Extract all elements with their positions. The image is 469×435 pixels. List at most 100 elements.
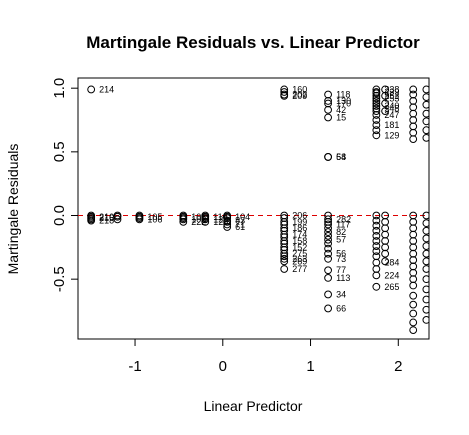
residual-point (409, 122, 418, 131)
point-id-label: 186 (292, 223, 307, 233)
residual-point (324, 304, 332, 313)
point-id-label: 130 (336, 96, 351, 106)
residual-point (372, 216, 381, 225)
residual-point (324, 273, 332, 282)
plot-frame (77, 77, 430, 340)
residual-point (381, 237, 390, 245)
residual-point (280, 91, 289, 100)
residual-point (409, 217, 418, 226)
residual-point (201, 217, 210, 226)
residual-point (381, 230, 390, 239)
residual-point (409, 116, 418, 124)
point-id-label: 118 (336, 90, 350, 100)
residual-point (409, 256, 418, 264)
residual-point (381, 217, 390, 226)
residual-point (422, 316, 429, 324)
residual-point (324, 266, 332, 275)
residual-point (223, 220, 232, 229)
residual-point (409, 109, 418, 118)
residual-point (381, 243, 390, 252)
y-tick-label: 0.5 (51, 141, 68, 162)
point-id-label: 199 (292, 217, 307, 227)
residual-point (372, 131, 381, 140)
residual-point (422, 265, 429, 273)
residual-point (324, 220, 332, 229)
residual-point (409, 249, 418, 258)
point-id-label: 57 (336, 235, 346, 245)
residual-point (372, 97, 381, 105)
residual-point (409, 237, 418, 245)
point-id-label: 181 (384, 120, 399, 130)
point-id-label: 248 (384, 104, 399, 114)
residual-point (280, 254, 289, 263)
residual-point (381, 249, 390, 258)
residual-point (324, 153, 332, 161)
point-id-label: 214 (99, 84, 114, 94)
residual-point (381, 257, 390, 266)
x-axis-label: Linear Predictor (204, 398, 303, 414)
residual-point (422, 85, 429, 94)
residual-point (381, 91, 390, 100)
point-id-label: 170 (336, 98, 351, 108)
residual-point (422, 249, 429, 258)
residual-point (372, 126, 381, 135)
point-id-label: 252 (384, 91, 399, 101)
y-tick-label: 1.0 (51, 78, 68, 99)
residual-point (372, 111, 381, 119)
point-id-label: 202 (292, 90, 307, 100)
residual-point (201, 212, 210, 221)
residual-point (409, 262, 418, 271)
point-id-label: 102 (191, 214, 206, 224)
point-id-label: 263 (292, 254, 307, 264)
point-id-label: 56 (336, 249, 346, 259)
point-id-label: 238 (384, 84, 399, 94)
point-id-label: 275 (292, 249, 307, 259)
residual-point (409, 326, 418, 334)
point-id-label: 240 (384, 101, 399, 111)
residual-point (422, 275, 429, 284)
residual-point (422, 242, 429, 250)
residual-point (324, 224, 332, 233)
residual-point (409, 309, 418, 318)
residual-point (372, 252, 381, 261)
residual-point (372, 271, 381, 280)
residual-point (324, 231, 332, 240)
residual-point (280, 265, 289, 273)
residual-point (87, 85, 96, 94)
point-id-label: 82 (336, 227, 346, 237)
residual-point (87, 216, 96, 225)
residual-point (409, 97, 418, 105)
point-id-label: 125 (213, 217, 228, 227)
residual-point (422, 126, 429, 135)
residual-point (135, 212, 144, 221)
point-id-label: 247 (384, 110, 399, 120)
residual-point (381, 99, 390, 108)
residual-point (324, 290, 332, 299)
axes-layer: -1 0 1 2 -0.5 0.0 0.5 1.0 (51, 78, 402, 375)
residual-point (409, 318, 418, 327)
residual-point (179, 212, 188, 221)
point-id-label: 42 (336, 105, 346, 115)
y-tick-label: 0.0 (51, 205, 68, 226)
residual-point (179, 215, 188, 224)
residual-point (372, 242, 381, 250)
point-id-label: 15 (336, 112, 346, 122)
residual-point (280, 257, 289, 266)
residual-point (409, 128, 418, 137)
point-id-label: 265 (384, 282, 399, 292)
residual-point (409, 103, 418, 112)
residual-point (372, 102, 381, 110)
point-id-label: 277 (292, 264, 307, 274)
residual-point (372, 282, 381, 291)
residual-point (409, 243, 418, 252)
point-id-label: 160 (292, 84, 307, 94)
point-id-label: 61 (235, 222, 245, 232)
residual-point (324, 249, 332, 258)
residual-point (324, 254, 332, 263)
residual-point (324, 244, 332, 253)
point-id-label: 73 (336, 254, 346, 264)
residual-point (324, 97, 332, 105)
point-id-label: 104 (235, 212, 250, 222)
point-id-label: 284 (384, 258, 399, 268)
